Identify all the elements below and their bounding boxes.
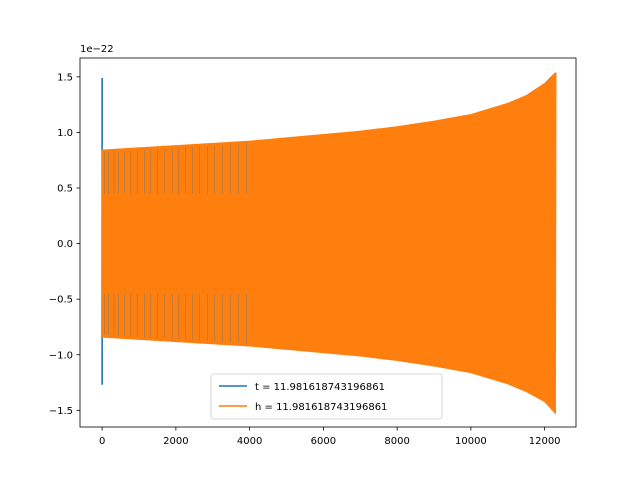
y-offset-label: 1e−22 bbox=[80, 44, 114, 55]
series-h-line bbox=[101, 72, 557, 414]
y-axis: −1.5 −1.0 −0.5 0.0 0.5 1.0 1.5 bbox=[49, 72, 80, 417]
y-tick-label: −0.5 bbox=[49, 295, 73, 306]
x-tick-label: 0 bbox=[99, 436, 105, 447]
plot-area bbox=[101, 72, 557, 414]
x-tick-label: 8000 bbox=[384, 436, 409, 447]
series-h bbox=[101, 72, 557, 414]
x-tick-label: 2000 bbox=[163, 436, 188, 447]
legend-label: h = 11.981618743196861 bbox=[255, 402, 387, 413]
x-tick-label: 4000 bbox=[237, 436, 262, 447]
y-tick-label: −1.0 bbox=[49, 350, 73, 361]
y-tick-label: 1.0 bbox=[57, 128, 73, 139]
x-axis: 0 2000 4000 6000 8000 10000 12000 bbox=[99, 427, 561, 447]
y-tick-label: −1.5 bbox=[49, 406, 73, 417]
axes-frame bbox=[79, 57, 577, 428]
x-tick-label: 12000 bbox=[529, 436, 561, 447]
y-tick-label: 0.0 bbox=[57, 239, 73, 250]
x-tick-label: 10000 bbox=[455, 436, 487, 447]
x-tick-label: 6000 bbox=[311, 436, 336, 447]
y-tick-label: 0.5 bbox=[57, 184, 73, 195]
legend: t = 11.981618743196861 h = 11.98161874319… bbox=[210, 373, 443, 420]
legend-label: t = 11.981618743196861 bbox=[255, 382, 385, 393]
legend-box bbox=[210, 373, 443, 420]
y-tick-label: 1.5 bbox=[57, 72, 73, 83]
